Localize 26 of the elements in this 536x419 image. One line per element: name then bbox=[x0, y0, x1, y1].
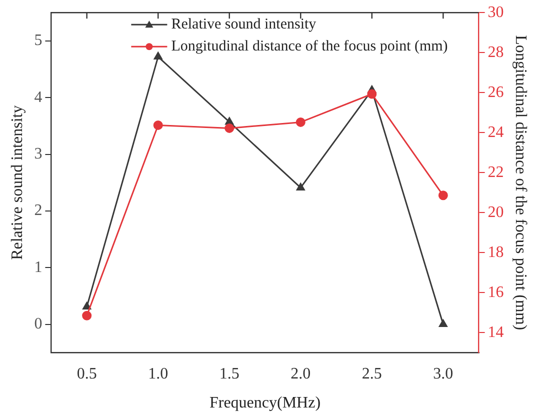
y-tick-label: 4 bbox=[34, 88, 42, 106]
y-tick-label: 2 bbox=[34, 202, 42, 220]
y2-tick-label: 30 bbox=[488, 4, 504, 21]
y2-tick-label: 20 bbox=[488, 204, 504, 221]
x-tick-label: 0.5 bbox=[76, 365, 97, 382]
y2-tick-label: 22 bbox=[488, 164, 504, 181]
y2-tick-label: 14 bbox=[488, 324, 504, 341]
y-axis-title: Relative sound intensity bbox=[8, 105, 26, 260]
x-tick-label: 1.0 bbox=[148, 365, 168, 382]
x-tick-label: 2.5 bbox=[362, 365, 382, 382]
y2-tick-label: 16 bbox=[488, 284, 504, 301]
y2-axis-title: Longitudinal distance of the focus point (mm) bbox=[512, 35, 530, 330]
y2-tick-label: 28 bbox=[488, 44, 504, 61]
y-tick-label: 1 bbox=[34, 258, 42, 276]
y-tick-label: 5 bbox=[34, 32, 42, 50]
legend-label: Relative sound intensity bbox=[171, 16, 317, 33]
y2-tick-label: 18 bbox=[488, 244, 504, 261]
legend-label: Longitudinal distance of the focus point (mm) bbox=[171, 38, 448, 55]
x-tick-label: 2.0 bbox=[290, 365, 311, 382]
y-tick-label: 0 bbox=[34, 315, 42, 332]
y2-tick-label: 24 bbox=[488, 124, 504, 141]
x-tick-label: 1.5 bbox=[219, 365, 240, 382]
x-axis-title: Frequency(MHz) bbox=[209, 394, 321, 412]
y-tick-label: 3 bbox=[34, 145, 42, 162]
x-tick-label: 3.0 bbox=[433, 365, 454, 382]
y2-tick-label: 26 bbox=[488, 84, 504, 101]
